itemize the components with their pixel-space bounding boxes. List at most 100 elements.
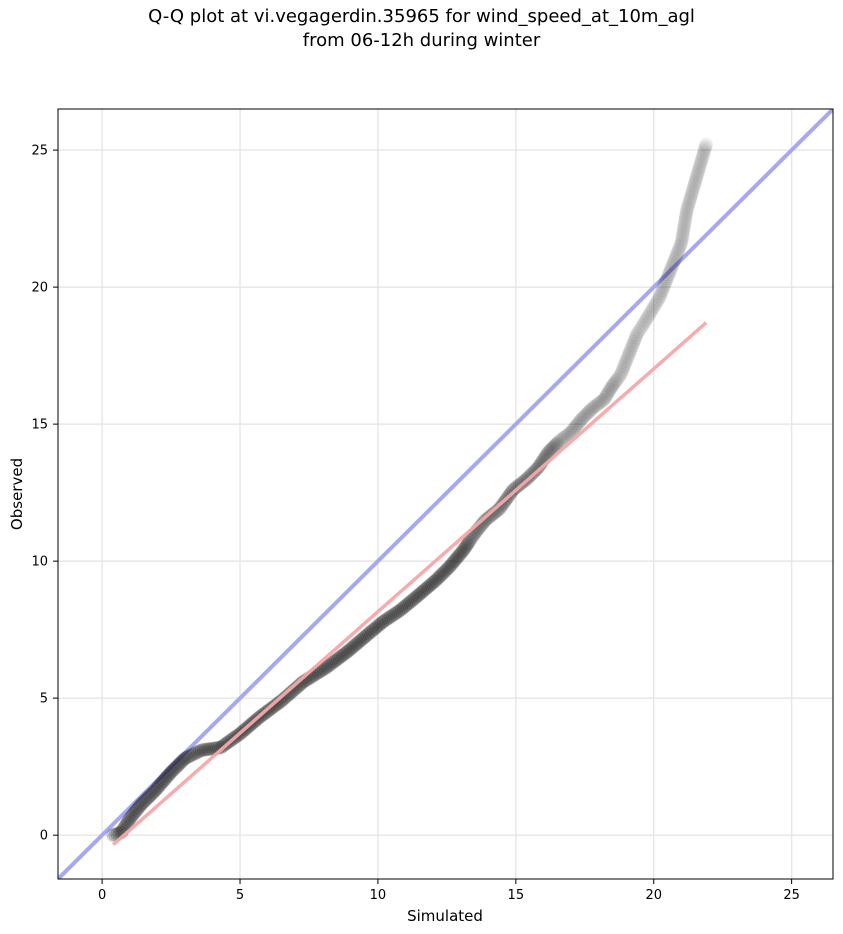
data-point (506, 482, 521, 497)
data-point (348, 637, 363, 652)
data-point (420, 580, 435, 595)
data-point (373, 617, 388, 632)
data-point (265, 700, 280, 715)
data-point (411, 588, 426, 603)
data-point (619, 354, 633, 368)
data-point (622, 348, 636, 362)
data-point (194, 743, 209, 758)
data-point (674, 238, 688, 252)
data-point (680, 203, 694, 217)
data-point (632, 325, 646, 339)
data-point (356, 630, 371, 645)
data-point (434, 567, 449, 582)
data-point (664, 262, 678, 276)
y-tick-label: 5 (40, 692, 48, 707)
y-tick-label: 20 (31, 281, 48, 296)
plot-frame (57, 108, 834, 880)
data-point (670, 248, 684, 262)
data-point (675, 234, 689, 248)
data-point (638, 315, 652, 329)
data-point (573, 413, 588, 428)
data-point (173, 755, 188, 770)
data-point (697, 144, 711, 158)
data-point (463, 532, 478, 547)
data-point (623, 344, 637, 358)
data-point (691, 165, 705, 179)
data-point (614, 368, 628, 382)
data-point (174, 754, 189, 769)
data-point (625, 340, 639, 354)
data-point (205, 741, 220, 756)
data-point (167, 762, 182, 777)
data-point (672, 242, 686, 256)
data-point (597, 392, 612, 407)
data-point (666, 256, 680, 270)
data-point (431, 570, 446, 585)
data-point (645, 303, 659, 317)
data-point (661, 270, 675, 284)
data-point (658, 277, 672, 291)
data-point (593, 395, 608, 410)
data-point (692, 163, 706, 177)
data-point (684, 191, 698, 205)
data-point (177, 751, 192, 766)
data-point (481, 510, 496, 525)
y-tick-label: 0 (40, 829, 48, 844)
data-point (687, 180, 701, 194)
data-point (599, 388, 614, 403)
data-point (450, 549, 465, 564)
data-point (417, 582, 432, 597)
data-point (699, 138, 713, 152)
data-point (659, 275, 673, 289)
data-point (335, 648, 350, 663)
data-point (677, 219, 691, 233)
data-point (660, 272, 674, 286)
data-point (412, 587, 427, 602)
data-point (654, 287, 668, 301)
data-point (678, 217, 692, 231)
data-point (448, 553, 463, 568)
data-point (541, 444, 556, 459)
data-point (363, 625, 378, 640)
data-point (575, 411, 590, 426)
data-point (570, 416, 585, 431)
data-point (546, 439, 561, 454)
data-point (694, 157, 708, 171)
data-point (182, 749, 197, 764)
data-point (657, 279, 671, 293)
data-point (627, 335, 641, 349)
data-point (407, 591, 422, 606)
x-tick-label: 25 (783, 888, 800, 903)
data-point (328, 653, 343, 668)
data-point (186, 747, 201, 762)
data-point (153, 777, 168, 792)
data-point (676, 225, 690, 239)
data-point (666, 258, 680, 272)
data-point (342, 643, 357, 658)
data-point (674, 236, 688, 250)
data-point (679, 206, 693, 220)
data-point (621, 350, 635, 364)
data-points (106, 138, 713, 847)
data-point (620, 352, 634, 366)
data-point (699, 140, 713, 154)
data-point (636, 318, 650, 332)
data-point (668, 252, 682, 266)
data-point (396, 600, 411, 615)
data-point (347, 639, 362, 654)
data-point (677, 223, 691, 237)
data-point (165, 763, 180, 778)
data-point (655, 283, 669, 297)
data-point (126, 806, 141, 821)
data-point (693, 159, 707, 173)
data-point (678, 214, 692, 228)
data-point (689, 172, 703, 186)
data-point (321, 658, 336, 673)
data-point (133, 798, 148, 813)
data-point (332, 650, 347, 665)
data-point (460, 537, 475, 552)
data-point (667, 254, 681, 268)
data-point (371, 618, 386, 633)
data-point (409, 589, 424, 604)
